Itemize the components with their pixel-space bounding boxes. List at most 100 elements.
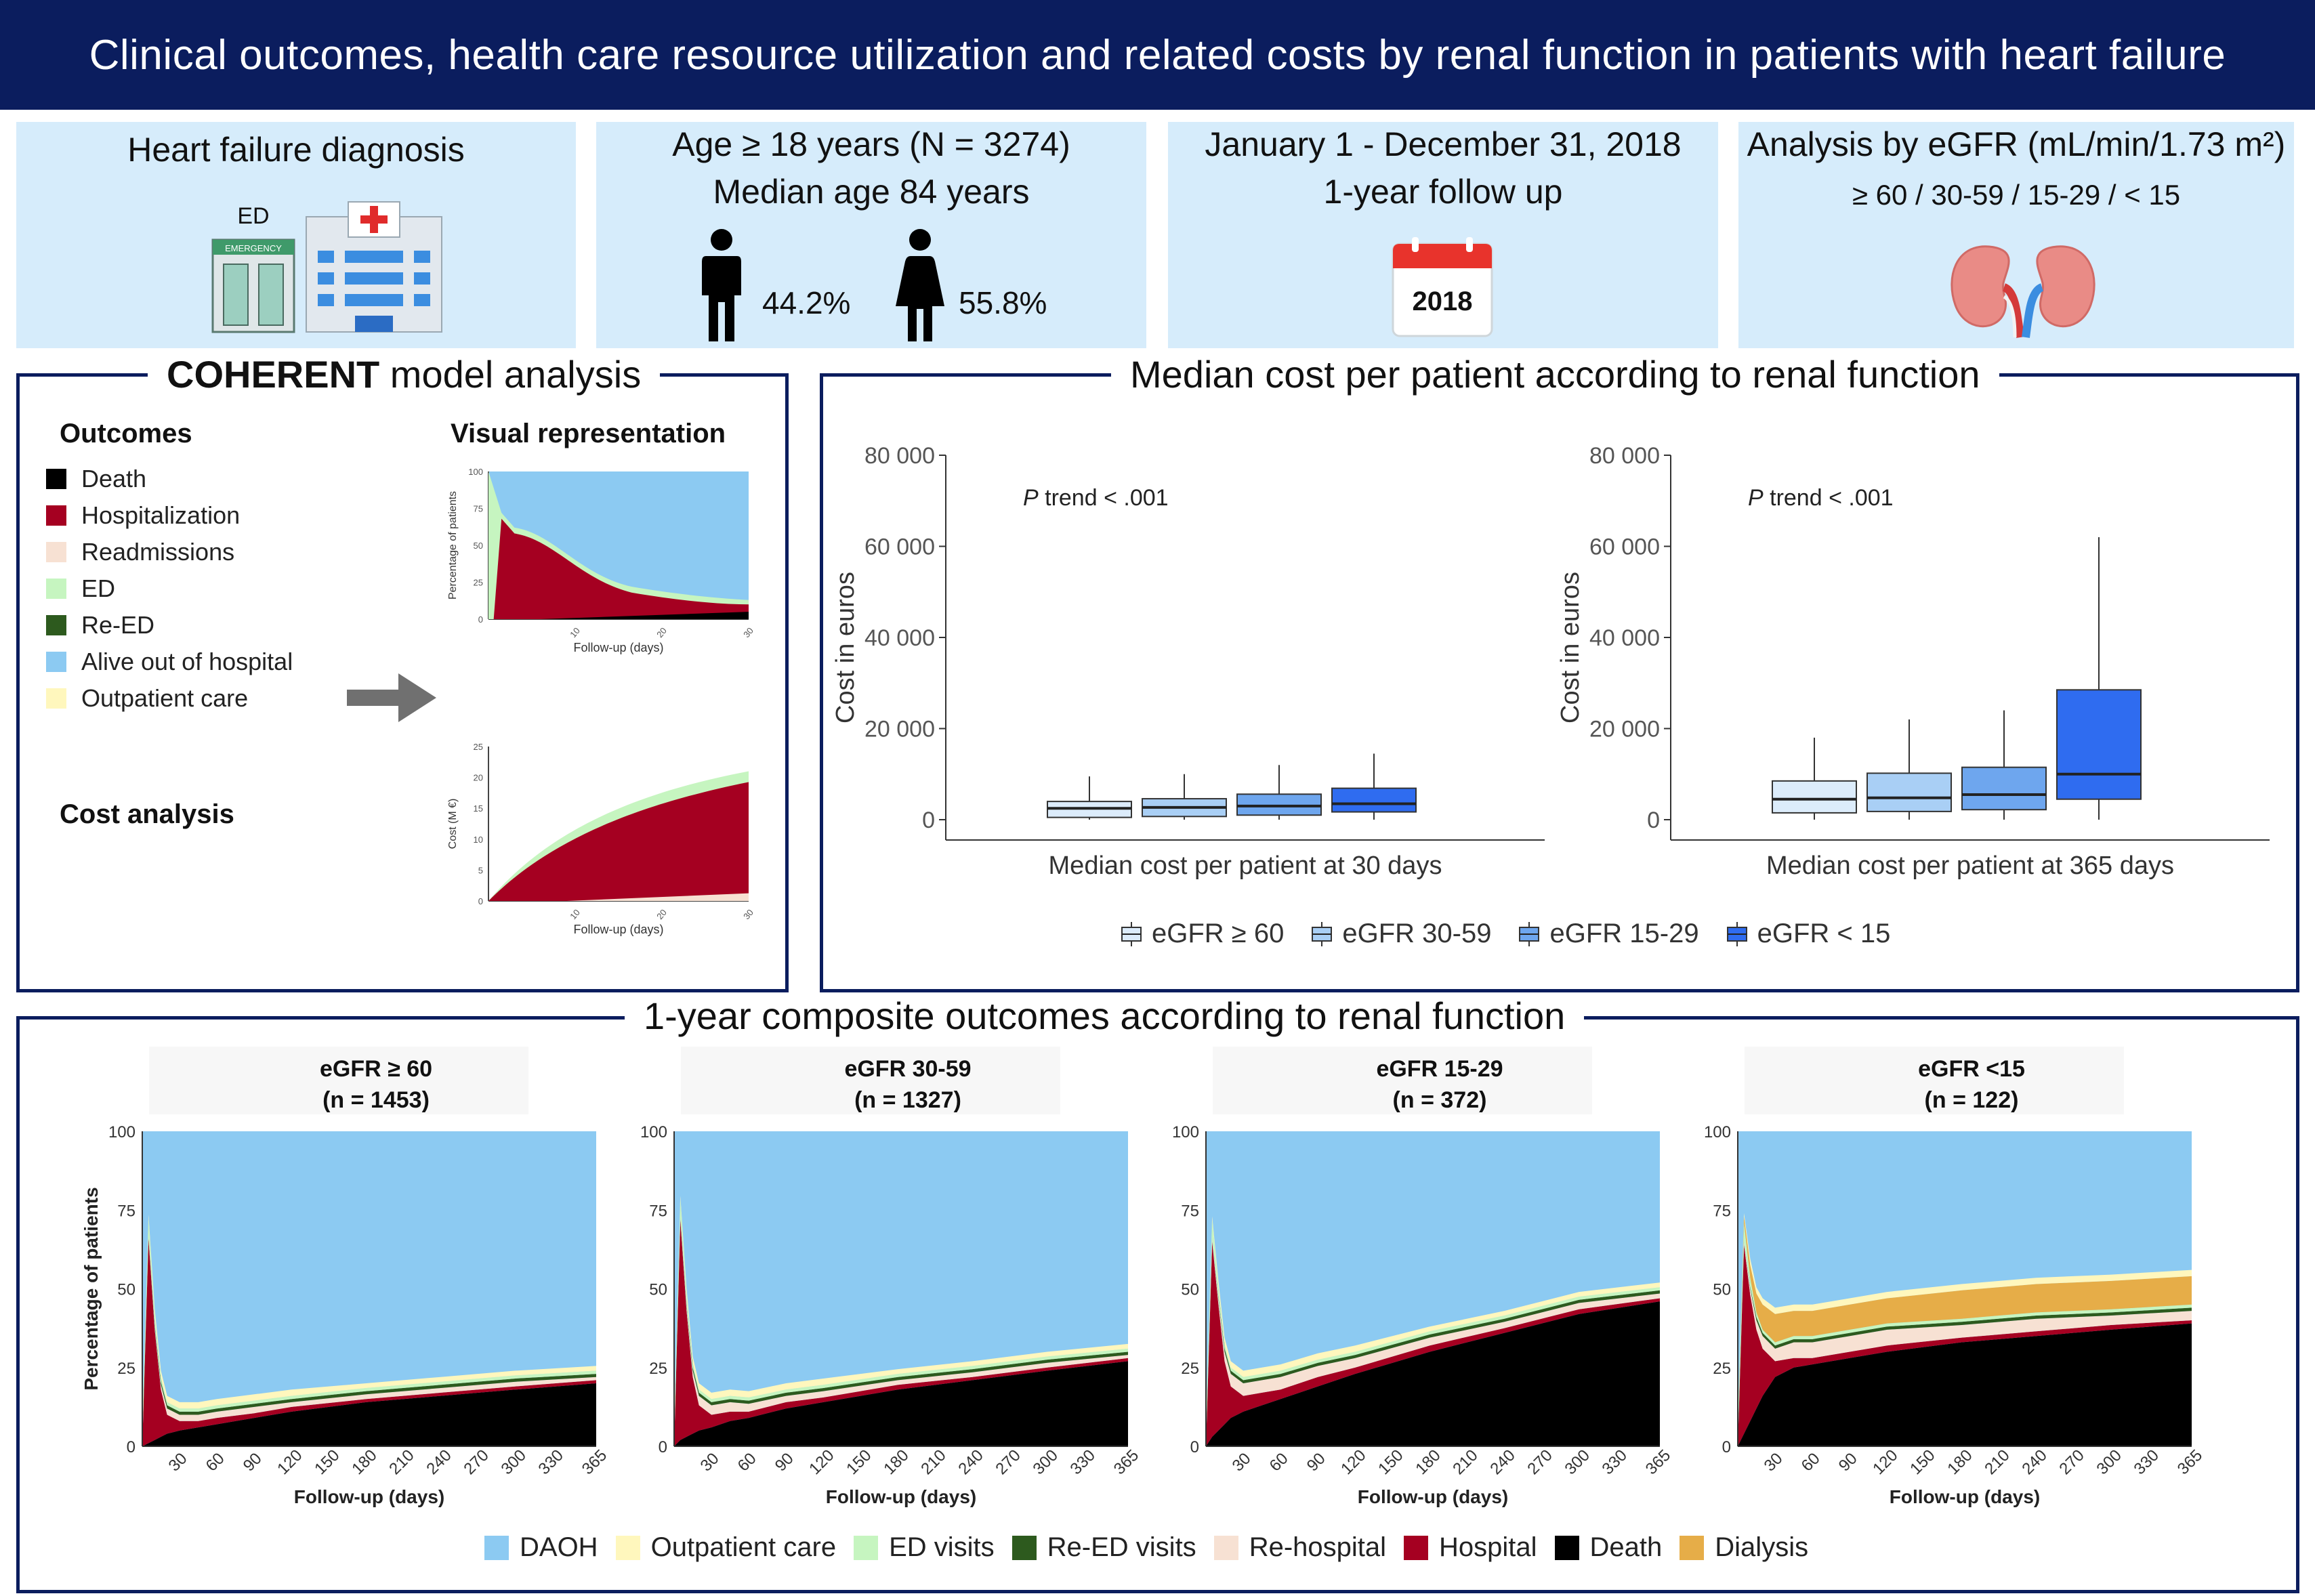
area-x-tick: 330: [1067, 1446, 1099, 1478]
box-y-tick-label: 60 000: [864, 534, 935, 560]
area-x-tick: 150: [1375, 1446, 1406, 1478]
area-legend-label: Hospital: [1439, 1532, 1537, 1562]
ed-label: ED: [237, 203, 269, 229]
legend-swatch: [46, 688, 66, 709]
area-death: [1738, 1323, 2192, 1446]
box-y-tick-label: 20 000: [1589, 717, 1660, 742]
area-chart-egfr-15-29: eGFR 15-29 (n = 372) 0 25 50 75 100 30 60 90 120 15…: [1172, 1047, 1674, 1507]
legend-swatch: [46, 615, 66, 635]
box-body: [1772, 780, 1857, 814]
box-y-label: Cost in euros: [1556, 572, 1585, 723]
box-legend-swatch: [1312, 921, 1333, 946]
area-x-tick: 270: [2056, 1446, 2087, 1478]
area-legend-swatch: [615, 1535, 640, 1560]
area-x-tick: 240: [1486, 1446, 1518, 1478]
area-x-tick: 240: [423, 1446, 455, 1478]
female-icon: [896, 229, 944, 341]
visual-heading: Visual representation: [451, 419, 726, 448]
outcomes-heading: Outcomes: [60, 419, 192, 448]
area-dialysis: [1738, 1216, 2192, 1421]
area-x-tick: 60: [1798, 1450, 1824, 1475]
mini-y-tick: 0: [478, 896, 483, 906]
box-legend-item: eGFR ≥ 60: [1118, 919, 1284, 949]
box-x-label: Median cost per patient at 365 days: [1766, 852, 2174, 880]
area-x-tick: 180: [1944, 1446, 1976, 1478]
box-legend-item: eGFR < 15: [1724, 919, 1890, 949]
outcome-legend-item: Hospitalization: [46, 501, 240, 530]
coherent-title-bold: COHERENT: [167, 353, 380, 396]
mini-x-tick: 30: [741, 625, 755, 639]
area-x-label: Follow-up (days): [1890, 1486, 2040, 1507]
box-legend-label: eGFR 30-59: [1342, 919, 1492, 948]
area-x-label: Follow-up (days): [826, 1486, 976, 1507]
area-legend-swatch: [1011, 1535, 1037, 1560]
area-legend-item: Death: [1554, 1532, 1662, 1563]
area-y-tick: 100: [640, 1123, 667, 1141]
outcome-legend-item: Readmissions: [46, 538, 234, 566]
area-x-label: Follow-up (days): [294, 1486, 444, 1507]
area-y-tick: 100: [108, 1123, 135, 1141]
box-legend: eGFR ≥ 60 eGFR 30-59 eGFR 15-29 eGFR < 15: [1118, 919, 1915, 949]
area-x-tick: 210: [1449, 1446, 1481, 1478]
panel-period-line2: 1-year follow up: [1323, 173, 1563, 211]
box-legend-label: eGFR 15-29: [1549, 919, 1699, 948]
area-y-tick: 75: [117, 1202, 135, 1220]
area-title-bg: [1213, 1047, 1592, 1114]
box-body: [2056, 689, 2142, 800]
area-x-tick: 60: [203, 1450, 228, 1475]
outcome-legend-item: Alive out of hospital: [46, 648, 293, 676]
area-x-tick: 180: [348, 1446, 380, 1478]
panel-egfr-line2: ≥ 60 / 30-59 / 15-29 / < 15: [1852, 179, 2181, 211]
box-legend-swatch: [1121, 921, 1142, 946]
outcome-legend-label: Readmissions: [81, 538, 235, 566]
p-trend-text: trend < .001: [1764, 485, 1894, 511]
area-y-tick: 50: [1713, 1281, 1731, 1299]
box-legend-swatch: [1726, 921, 1747, 946]
area-y-tick: 100: [1704, 1123, 1731, 1141]
area-x-tick: 30: [697, 1450, 723, 1475]
area-title-bg: [1745, 1047, 2124, 1114]
area-x-tick: 90: [240, 1450, 266, 1475]
outcome-legend-label: Re-ED: [81, 611, 155, 639]
mini-cost-chart: 0 5 10 15 20 25 10 20 30 Follow-up (days) Cost (M …: [447, 742, 755, 936]
area-title-bg: [149, 1047, 528, 1114]
panel-age: Age ≥ 18 years (N = 3274) Median age 84 …: [596, 122, 1146, 348]
area-ed-visits: [1738, 1222, 2192, 1446]
area-legend-swatch: [484, 1535, 509, 1560]
cost-heading: Cost analysis: [60, 799, 234, 829]
area-x-tick: 365: [2174, 1446, 2206, 1478]
area-chart-title: eGFR 30-59: [844, 1056, 971, 1082]
area-legend-swatch: [854, 1535, 879, 1560]
area-x-tick: 330: [535, 1446, 567, 1478]
banner-title: Clinical outcomes, health care resource …: [89, 31, 2226, 79]
area-x-tick: 300: [1030, 1446, 1062, 1478]
area-x-tick: 210: [385, 1446, 417, 1478]
area-x-tick: 300: [498, 1446, 530, 1478]
p-trend-annotation: P trend < .001: [1023, 485, 1169, 511]
area-y-tick: 50: [117, 1281, 135, 1299]
mini-y-tick: 100: [468, 467, 483, 477]
outcome-legend-label: Outpatient care: [81, 684, 249, 712]
box-body: [1961, 766, 2047, 811]
coherent-title: COHERENT model analysis: [148, 352, 661, 396]
area-legend-swatch: [1680, 1535, 1705, 1560]
area-legend-item: Hospital: [1404, 1532, 1537, 1563]
mini-x-tick: 20: [654, 907, 669, 921]
cost-section-title: Median cost per patient according to ren…: [1111, 352, 1999, 396]
panel-age-line2: Median age 84 years: [713, 173, 1030, 211]
area-legend-label: ED visits: [889, 1532, 995, 1562]
area-x-tick: 300: [1562, 1446, 1593, 1478]
area-x-tick: 150: [843, 1446, 875, 1478]
area-legend-swatch: [1213, 1535, 1238, 1560]
mini-x-label: Follow-up (days): [573, 641, 663, 654]
panel-egfr-line1: Analysis by eGFR (mL/min/1.73 m²): [1747, 125, 2286, 163]
area-y-tick: 0: [1722, 1438, 1731, 1456]
box-body: [1331, 787, 1417, 813]
legend-swatch: [46, 469, 66, 489]
area-legend-item: Re-hospital: [1213, 1532, 1386, 1563]
arrow-right-icon: [347, 673, 436, 722]
area-y-tick: 100: [1172, 1123, 1199, 1141]
area-x-tick: 270: [1524, 1446, 1556, 1478]
area-x-tick: 240: [955, 1446, 986, 1478]
